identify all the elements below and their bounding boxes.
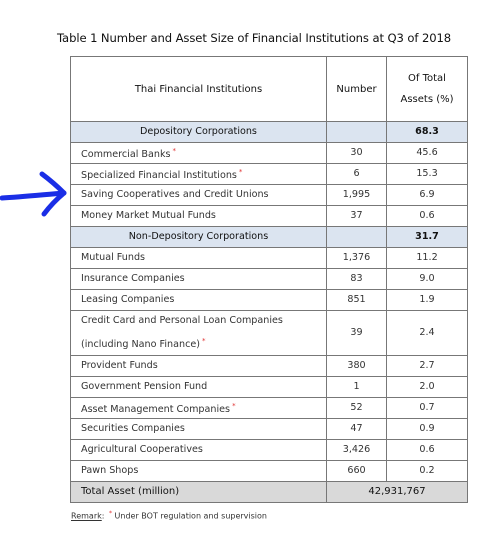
table-row: Commercial Banks * 30 45.6: [70, 142, 468, 164]
remark-star: *: [109, 510, 112, 517]
institution-name: Asset Management Companies *: [70, 397, 327, 420]
institution-number: 1: [326, 376, 387, 399]
institution-pct: 11.2: [386, 247, 468, 269]
institution-name: Credit Card and Personal Loan Companies …: [70, 309, 327, 357]
institution-name: Leasing Companies: [70, 289, 327, 311]
institution-pct: 15.3: [386, 163, 468, 185]
table-row: Money Market Mutual Funds 37 0.6: [70, 205, 468, 227]
institution-label: Leasing Companies: [81, 294, 175, 305]
institution-name: Specialized Financial Institutions *: [70, 163, 327, 185]
institution-name: Saving Cooperatives and Credit Unions: [70, 184, 327, 206]
table-row: Government Pension Fund 1 2.0: [70, 376, 468, 399]
total-label: Total Asset (million): [70, 481, 327, 504]
table-header-row: Thai Financial Institutions Number Of To…: [70, 56, 468, 122]
table-row: Leasing Companies 851 1.9: [70, 289, 468, 311]
remark-text: Under BOT regulation and supervision: [114, 511, 267, 521]
non-depository-group-number: [326, 226, 387, 248]
table-row: Agricultural Cooperatives 3,426 0.6: [70, 439, 468, 462]
regulated-marker: *: [202, 337, 206, 345]
institution-name: Money Market Mutual Funds: [70, 205, 327, 227]
depository-group-name: Depository Corporations: [70, 121, 327, 143]
institution-number: 1,995: [326, 184, 387, 206]
institution-label: Pawn Shops: [81, 465, 139, 477]
institution-pct: 6.9: [386, 184, 468, 206]
institution-label: Agricultural Cooperatives: [81, 444, 203, 456]
institution-number: 83: [326, 268, 387, 290]
institution-name: Mutual Funds: [70, 247, 327, 269]
institution-label: Credit Card and Personal Loan Companies …: [81, 315, 283, 351]
table-row: Mutual Funds 1,376 11.2: [70, 247, 468, 269]
institution-name: Insurance Companies: [70, 268, 327, 290]
remark: Remark: * Under BOT regulation and super…: [71, 510, 267, 521]
institution-pct: 0.9: [386, 418, 468, 441]
institution-label: Mutual Funds: [81, 252, 146, 263]
remark-label: Remark: [71, 511, 102, 521]
table-row: Insurance Companies 83 9.0: [70, 268, 468, 290]
table-row: Saving Cooperatives and Credit Unions 1,9…: [70, 184, 468, 206]
regulated-marker: *: [172, 146, 177, 155]
institution-number: 1,376: [326, 247, 387, 269]
institution-name: Provident Funds: [70, 355, 327, 378]
regulated-marker: *: [232, 402, 236, 411]
table-row: Provident Funds 380 2.7: [70, 355, 468, 378]
institution-number: 3,426: [326, 439, 387, 462]
depository-group-pct: 68.3: [386, 121, 468, 143]
non-depository-group-name: Non-Depository Corporations: [70, 226, 327, 248]
institution-label: Commercial Banks: [81, 149, 171, 161]
institution-pct: 0.6: [386, 205, 468, 227]
institution-name: Commercial Banks *: [70, 142, 327, 164]
table-title: Table 1 Number and Asset Size of Financi…: [57, 31, 452, 45]
institution-label: Provident Funds: [81, 360, 158, 372]
table-row: Specialized Financial Institutions * 6 15.3: [70, 163, 468, 185]
institution-pct: 2.0: [386, 376, 468, 399]
institution-name: Securities Companies: [70, 418, 327, 441]
institution-number: 851: [326, 289, 387, 311]
table-row: Asset Management Companies * 52 0.7: [70, 397, 468, 420]
header-number: Number: [326, 56, 387, 122]
institution-label: Saving Cooperatives and Credit Unions: [81, 189, 269, 200]
institution-pct: 2.7: [386, 355, 468, 378]
institution-pct: 2.4: [386, 309, 468, 357]
institution-label: Government Pension Fund: [81, 381, 208, 393]
header-pct: Of Total Assets (%): [386, 56, 468, 122]
header-institutions: Thai Financial Institutions: [70, 56, 327, 122]
non-depository-group-pct: 31.7: [386, 226, 468, 248]
institution-number: 30: [326, 142, 387, 164]
depository-group-row: Depository Corporations 68.3: [70, 121, 468, 143]
institution-number: 52: [326, 397, 387, 420]
depository-group-number: [326, 121, 387, 143]
hand-drawn-arrow-icon: [0, 171, 67, 217]
institution-label: Money Market Mutual Funds: [81, 210, 216, 221]
institution-number: 47: [326, 418, 387, 441]
institution-name: Pawn Shops: [70, 460, 327, 483]
non-depository-group-row: Non-Depository Corporations 31.7: [70, 226, 468, 248]
total-value: 42,931,767: [326, 481, 468, 504]
institution-name: Government Pension Fund: [70, 376, 327, 399]
regulated-marker: *: [238, 167, 243, 176]
institution-number: 660: [326, 460, 387, 483]
institution-number: 37: [326, 205, 387, 227]
total-row: Total Asset (million) 42,931,767: [70, 481, 468, 504]
institution-pct: 45.6: [386, 142, 468, 164]
institution-pct: 9.0: [386, 268, 468, 290]
table-row: Pawn Shops 660 0.2: [70, 460, 468, 483]
institution-label: Securities Companies: [81, 423, 185, 435]
institution-label: Asset Management Companies: [81, 404, 231, 416]
table-row: Credit Card and Personal Loan Companies …: [70, 309, 468, 357]
institution-pct: 0.2: [386, 460, 468, 483]
institution-pct: 1.9: [386, 289, 468, 311]
institution-label: Specialized Financial Institutions: [81, 170, 237, 182]
institution-label: Insurance Companies: [81, 273, 185, 284]
institution-pct: 0.7: [386, 397, 468, 420]
institution-number: 380: [326, 355, 387, 378]
financial-institutions-table: Thai Financial Institutions Number Of To…: [70, 56, 468, 504]
institution-name: Agricultural Cooperatives: [70, 439, 327, 462]
institution-number: 39: [326, 309, 387, 357]
institution-number: 6: [326, 163, 387, 185]
institution-pct: 0.6: [386, 439, 468, 462]
table-row: Securities Companies 47 0.9: [70, 418, 468, 441]
